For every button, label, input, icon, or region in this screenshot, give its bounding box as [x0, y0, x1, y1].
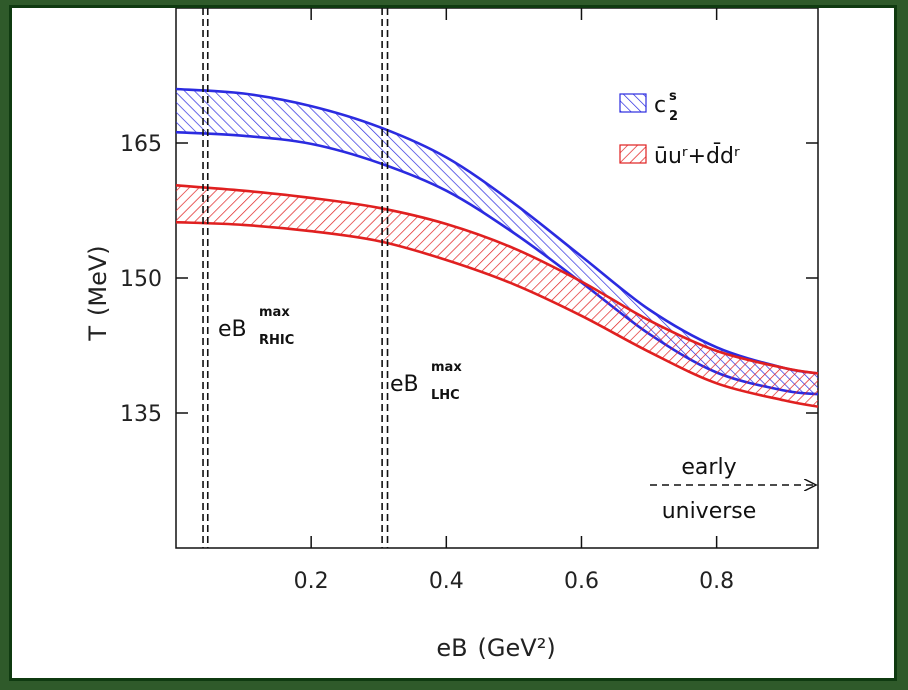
figure-frame: 0.2 0.4 0.6 0.8 135 150 165 eB (GeV²) T(MeV) eB…	[9, 5, 897, 681]
band-fill-series-1	[176, 185, 818, 407]
x-tick-label-1: 0.4	[429, 569, 464, 594]
data-bands	[175, 87, 819, 408]
chart: 0.2 0.4 0.6 0.8 135 150 165 eB (GeV²) T(MeV) eB…	[84, 8, 819, 662]
lhc-label: eB	[390, 372, 419, 397]
rhic-label-sub: RHIC	[259, 333, 294, 348]
legend-label-red: ūuʳ+d̄dʳ	[654, 143, 740, 169]
band-upper-line-series-1	[175, 184, 819, 375]
legend-label-blue-sub: 2	[669, 109, 678, 124]
lhc-label-sub: LHC	[431, 388, 460, 403]
x-axis-title: eB (GeV²)	[436, 634, 555, 662]
arrow-label-top: early	[681, 455, 736, 480]
lhc-label-sup: max	[431, 360, 462, 375]
band-fill-series-0	[176, 89, 818, 395]
legend-swatch-blue	[619, 93, 647, 113]
x-tick-label-3: 0.8	[699, 569, 734, 594]
arrow-label-bottom: universe	[662, 499, 757, 524]
rhic-label: eB	[218, 317, 247, 342]
y-axis-title: T(MeV)	[84, 245, 112, 341]
legend: c s 2 ūuʳ+d̄dʳ	[619, 89, 740, 169]
legend-swatch-red	[619, 144, 647, 164]
axis-ticks: 0.2 0.4 0.6 0.8 135 150 165	[120, 8, 818, 594]
rhic-label-sup: max	[259, 305, 290, 320]
band-upper-line-series-0	[175, 87, 819, 375]
y-tick-label-2: 165	[120, 132, 162, 157]
x-tick-label-0: 0.2	[294, 569, 329, 594]
legend-label-blue-sup: s	[669, 89, 677, 104]
y-tick-label-1: 150	[120, 267, 162, 292]
reference-lines	[202, 8, 389, 548]
x-tick-label-2: 0.6	[564, 569, 599, 594]
y-tick-label-0: 135	[120, 402, 162, 427]
legend-label-blue: c	[654, 93, 666, 118]
band-lower-line-series-1	[175, 220, 819, 408]
